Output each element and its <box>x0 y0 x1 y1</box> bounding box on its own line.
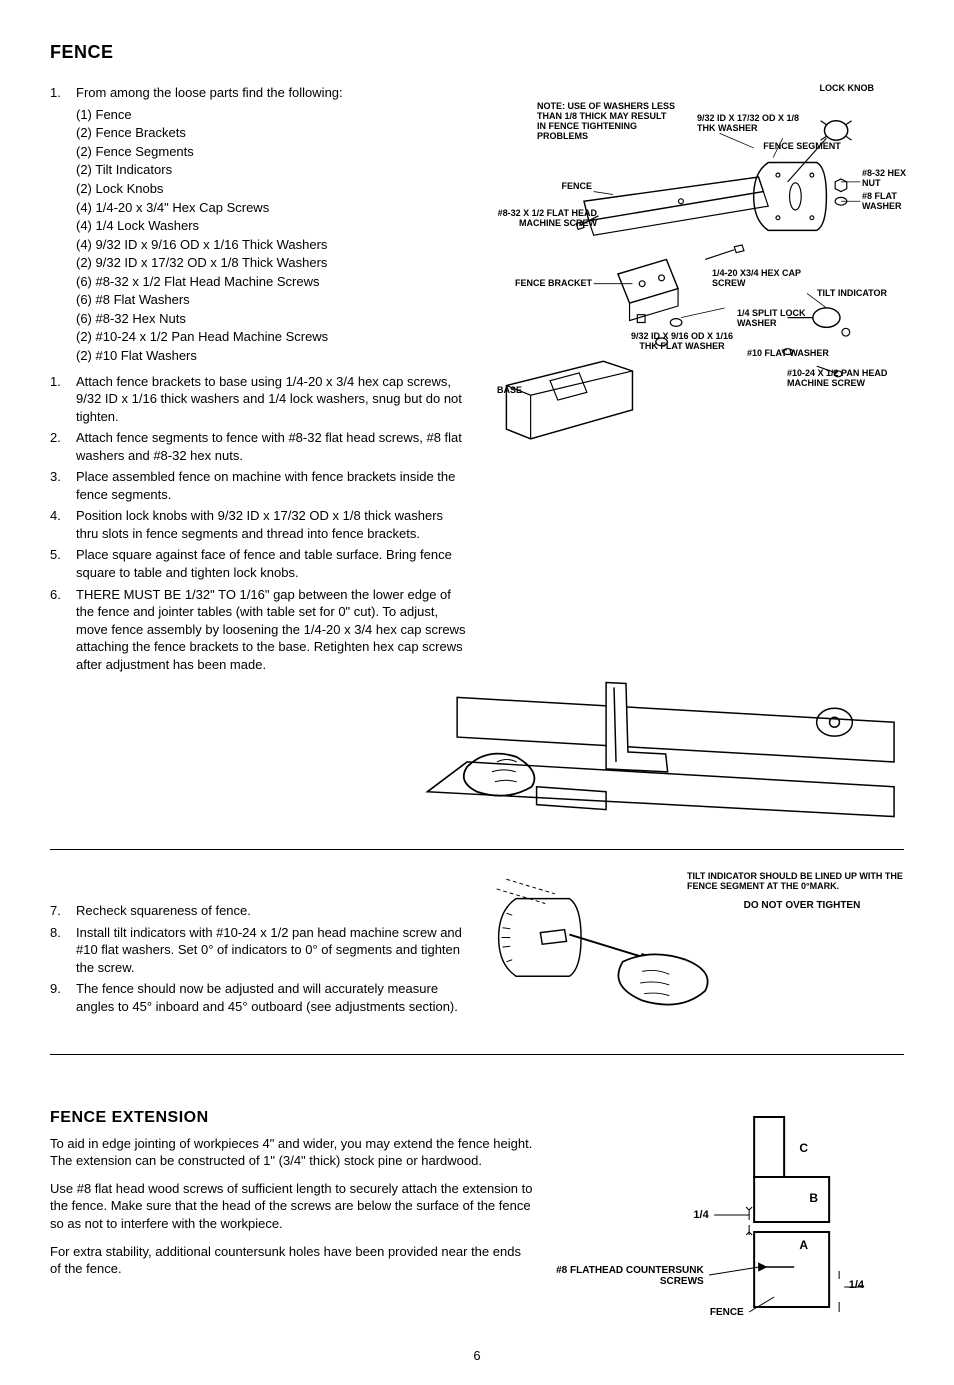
fence-square-svg <box>50 667 904 837</box>
list-number: 3. <box>50 468 76 503</box>
list-text: Place assembled fence on machine with fe… <box>76 468 467 503</box>
list-number: 4. <box>50 507 76 542</box>
extension-text-col: FENCE EXTENSION To aid in edge jointing … <box>50 1107 534 1287</box>
part-item: (2) 9/32 ID x 17/32 OD x 1/8 Thick Washe… <box>76 254 467 272</box>
part-item: (4) 1/4-20 x 3/4" Hex Cap Screws <box>76 199 467 217</box>
fence-upper-row: 1. From among the loose parts find the f… <box>50 84 904 677</box>
parts-list: (1) Fence (2) Fence Brackets (2) Fence S… <box>76 106 467 365</box>
step-item: 1. Attach fence brackets to base using 1… <box>50 373 467 426</box>
list-text: Install tilt indicators with #10-24 x 1/… <box>76 924 467 977</box>
step-item: 3. Place assembled fence on machine with… <box>50 468 467 503</box>
label-washer-a: 9/32 ID X 17/32 OD X 1/8 THK WASHER <box>697 114 807 134</box>
page-number: 6 <box>50 1347 904 1365</box>
list-text: THERE MUST BE 1/32" TO 1/16" gap between… <box>76 586 467 674</box>
label-flat-washer10: #10 FLAT WASHER <box>747 349 857 359</box>
list-number: 9. <box>50 980 76 1015</box>
label-washer-b: 9/32 ID X 9/16 OD X 1/16 THK FLAT WASHER <box>622 332 742 352</box>
extension-para: For extra stability, additional counters… <box>50 1243 534 1278</box>
step-item: 4. Position lock knobs with 9/32 ID x 17… <box>50 507 467 542</box>
list-text: From among the loose parts find the foll… <box>76 84 467 102</box>
tilt-diagram-col: TILT INDICATOR SHOULD BE LINED UP WITH T… <box>487 862 904 1042</box>
label-tilt-indicator: TILT INDICATOR <box>817 289 917 299</box>
step-item: 7. Recheck squareness of fence. <box>50 902 467 920</box>
label-quarter-2: 1/4 <box>849 1279 884 1291</box>
list-text: Place square against face of fence and t… <box>76 546 467 581</box>
label-pan-head: #10-24 X 1/2 PAN HEAD MACHINE SCREW <box>787 369 917 389</box>
divider <box>50 849 904 850</box>
label-base: BASE <box>487 386 522 396</box>
step-item: 2. Attach fence segments to fence with #… <box>50 429 467 464</box>
list-text: Recheck squareness of fence. <box>76 902 467 920</box>
label-screws: #8 FLATHEAD COUNTERSUNK SCREWS <box>554 1265 704 1287</box>
label-tilt-note: TILT INDICATOR SHOULD BE LINED UP WITH T… <box>687 872 917 892</box>
fence-steps-b-col: 7. Recheck squareness of fence. 8. Insta… <box>50 862 467 1019</box>
tilt-indicator-diagram: TILT INDICATOR SHOULD BE LINED UP WITH T… <box>487 862 904 1042</box>
list-text: Attach fence segments to fence with #8-3… <box>76 429 467 464</box>
list-number: 1. <box>50 373 76 426</box>
extension-svg <box>554 1107 904 1327</box>
list-number: 5. <box>50 546 76 581</box>
extension-diagram: C B A 1/4 1/4 #8 FLATHEAD COUNTERSUNK SC… <box>554 1107 904 1327</box>
section-title-extension: FENCE EXTENSION <box>50 1107 534 1129</box>
label-fence-bracket: FENCE BRACKET <box>497 279 592 289</box>
step-item: 8. Install tilt indicators with #10-24 x… <box>50 924 467 977</box>
list-text: The fence should now be adjusted and wil… <box>76 980 467 1015</box>
list-number: 6. <box>50 586 76 674</box>
list-number: 1. <box>50 84 76 102</box>
fence-square-diagram <box>50 667 904 837</box>
list-text: Position lock knobs with 9/32 ID x 17/32… <box>76 507 467 542</box>
divider <box>50 1054 904 1055</box>
step-item: 9. The fence should now be adjusted and … <box>50 980 467 1015</box>
part-item: (2) Fence Brackets <box>76 124 467 142</box>
list-text: Attach fence brackets to base using 1/4-… <box>76 373 467 426</box>
label-cap-screw: 1/4-20 X3/4 HEX CAP SCREW <box>712 269 812 289</box>
label-note: NOTE: USE OF WASHERS LESS THAN 1/8 THICK… <box>537 102 677 142</box>
label-fence-ext: FENCE <box>684 1307 744 1318</box>
part-item: (6) #8-32 x 1/2 Flat Head Machine Screws <box>76 273 467 291</box>
label-fence: FENCE <box>537 182 592 192</box>
extension-para: To aid in edge jointing of workpieces 4"… <box>50 1135 534 1170</box>
label-flat-head: #8-32 X 1/2 FLAT HEAD MACHINE SCREW <box>487 209 597 229</box>
fence-diagram-col: LOCK KNOB NOTE: USE OF WASHERS LESS THAN… <box>487 84 904 464</box>
parts-intro: 1. From among the loose parts find the f… <box>50 84 467 102</box>
list-number: 2. <box>50 429 76 464</box>
fence-lower-row: 7. Recheck squareness of fence. 8. Insta… <box>50 862 904 1042</box>
section-title-fence: FENCE <box>50 40 904 64</box>
step-item: 5. Place square against face of fence an… <box>50 546 467 581</box>
part-item: (2) #10-24 x 1/2 Pan Head Machine Screws <box>76 328 467 346</box>
part-item: (2) Tilt Indicators <box>76 161 467 179</box>
label-fence-segment: FENCE SEGMENT <box>747 142 857 152</box>
list-number: 7. <box>50 902 76 920</box>
label-c: C <box>794 1142 814 1155</box>
label-do-not-overtighten: DO NOT OVER TIGHTEN <box>707 900 897 911</box>
label-a: A <box>794 1239 814 1252</box>
extension-row: FENCE EXTENSION To aid in edge jointing … <box>50 1107 904 1327</box>
extension-diagram-col: C B A 1/4 1/4 #8 FLATHEAD COUNTERSUNK SC… <box>554 1107 904 1327</box>
list-number: 8. <box>50 924 76 977</box>
label-quarter-1: 1/4 <box>674 1209 709 1221</box>
part-item: (2) Fence Segments <box>76 143 467 161</box>
label-flat-washer8: #8 FLAT WASHER <box>862 192 922 212</box>
part-item: (1) Fence <box>76 106 467 124</box>
part-item: (2) #10 Flat Washers <box>76 347 467 365</box>
part-item: (4) 9/32 ID x 9/16 OD x 1/16 Thick Washe… <box>76 236 467 254</box>
part-item: (6) #8 Flat Washers <box>76 291 467 309</box>
fence-text-col: 1. From among the loose parts find the f… <box>50 84 467 677</box>
fence-exploded-diagram: LOCK KNOB NOTE: USE OF WASHERS LESS THAN… <box>487 84 904 464</box>
label-split-lock: 1/4 SPLIT LOCK WASHER <box>737 309 827 329</box>
part-item: (4) 1/4 Lock Washers <box>76 217 467 235</box>
label-hex-nut: #8-32 HEX NUT <box>862 169 922 189</box>
label-lock-knob: LOCK KNOB <box>794 84 874 94</box>
part-item: (6) #8-32 Hex Nuts <box>76 310 467 328</box>
label-b: B <box>804 1192 824 1205</box>
part-item: (2) Lock Knobs <box>76 180 467 198</box>
extension-para: Use #8 flat head wood screws of sufficie… <box>50 1180 534 1233</box>
step-item: 6. THERE MUST BE 1/32" TO 1/16" gap betw… <box>50 586 467 674</box>
